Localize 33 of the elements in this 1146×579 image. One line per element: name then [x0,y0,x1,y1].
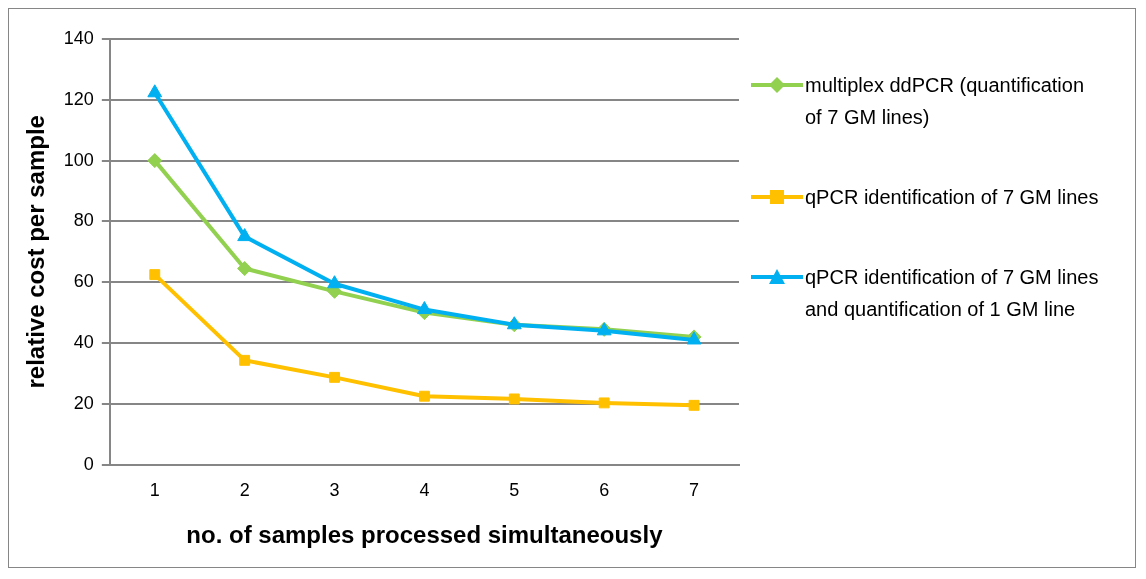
y-tick-label: 0 [83,453,94,474]
y-axis-title: relative cost per sample [22,115,50,389]
point [149,269,161,281]
y-tick-label: 20 [73,392,94,413]
point [598,397,610,409]
x-tick-label: 5 [509,480,520,501]
x-tick-label: 6 [599,480,610,501]
y-tick-label: 100 [63,149,94,170]
point [688,399,700,411]
y-tick-label: 140 [63,27,94,48]
point [239,354,251,366]
x-tick-label: 1 [149,480,160,501]
x-tick-label: 4 [419,480,430,501]
legend-label: qPCR identification of 7 GM lines and quantification of 1 GM line [805,265,1100,322]
legend-label: qPCR identification of 7 GM lines [805,185,1100,210]
x-tick-label: 7 [689,480,700,501]
point [237,261,253,277]
point [147,84,163,98]
point [147,153,163,169]
y-tick-label: 60 [73,271,94,292]
point [418,390,430,402]
point [329,371,340,383]
y-tick-label: 40 [73,331,94,352]
point [416,301,432,315]
point [237,228,253,242]
legend-label: multiplex ddPCR (quantification of 7 GM lines) [805,73,1086,130]
point [327,275,342,289]
y-tick-label: 80 [73,210,94,231]
x-tick-label: 3 [329,480,340,501]
y-tick-label: 120 [63,88,94,109]
x-axis-title: no. of samples processed simultaneously [186,521,664,549]
x-tick-label: 2 [239,480,250,501]
point [508,393,520,405]
